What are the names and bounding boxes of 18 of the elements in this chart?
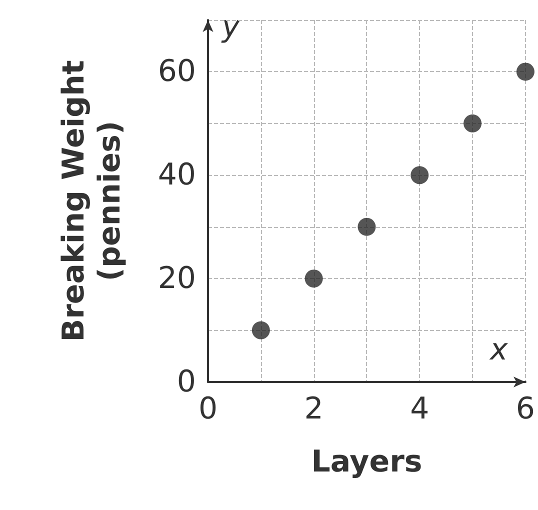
point bbox=[252, 321, 270, 340]
y-axis-title: Breaking Weight (pennies) bbox=[56, 60, 128, 342]
annotation: x bbox=[489, 332, 508, 368]
y-tick-label: 60 bbox=[158, 54, 196, 90]
annotation: y bbox=[221, 10, 241, 44]
y-tick-label: 40 bbox=[158, 158, 196, 193]
y-tick-label: 20 bbox=[158, 261, 196, 296]
x-tick-label: 6 bbox=[516, 392, 536, 426]
point bbox=[464, 114, 482, 132]
x-tick-label: 4 bbox=[410, 392, 430, 426]
point bbox=[516, 62, 534, 81]
point bbox=[358, 218, 376, 236]
y-tick-label: 0 bbox=[176, 364, 196, 400]
x-axis-title: Layers bbox=[311, 444, 422, 480]
point bbox=[304, 270, 323, 288]
x-tick-label: 0 bbox=[198, 392, 218, 426]
point bbox=[410, 166, 429, 184]
x-tick-label: 2 bbox=[304, 392, 324, 426]
